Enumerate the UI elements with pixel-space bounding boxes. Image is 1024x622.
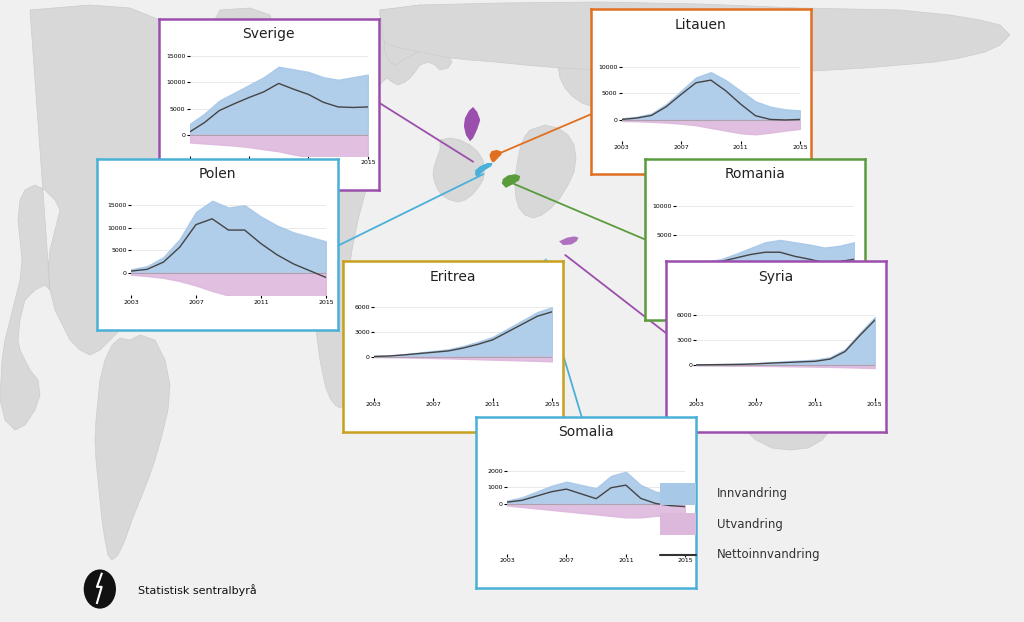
Polygon shape	[357, 48, 373, 70]
Polygon shape	[208, 8, 275, 58]
Polygon shape	[384, 8, 440, 65]
Text: Romania: Romania	[725, 167, 785, 181]
Polygon shape	[559, 236, 579, 245]
Polygon shape	[475, 163, 493, 177]
Polygon shape	[730, 368, 836, 450]
Polygon shape	[95, 335, 170, 560]
Text: Syria: Syria	[758, 270, 794, 284]
Polygon shape	[380, 2, 1010, 75]
Polygon shape	[761, 68, 778, 85]
Polygon shape	[489, 150, 502, 162]
Polygon shape	[433, 138, 485, 202]
Polygon shape	[558, 8, 820, 120]
Polygon shape	[464, 107, 480, 141]
Text: Eritrea: Eritrea	[430, 270, 476, 284]
Polygon shape	[262, 5, 460, 155]
Text: Utvandring: Utvandring	[717, 518, 782, 531]
Circle shape	[84, 570, 116, 608]
Polygon shape	[310, 135, 372, 408]
Polygon shape	[515, 125, 575, 218]
Polygon shape	[539, 258, 552, 286]
Polygon shape	[502, 174, 520, 188]
Text: Statistisk sentralbyrå: Statistisk sentralbyrå	[138, 583, 257, 596]
Text: Polen: Polen	[199, 167, 237, 181]
Text: Litauen: Litauen	[675, 17, 727, 32]
FancyBboxPatch shape	[660, 483, 696, 504]
Text: Somalia: Somalia	[558, 425, 614, 439]
FancyBboxPatch shape	[660, 513, 696, 535]
Polygon shape	[0, 5, 195, 430]
Text: Innvandring: Innvandring	[717, 487, 787, 500]
Text: Nettoinnvandring: Nettoinnvandring	[717, 548, 820, 561]
Text: Sverige: Sverige	[243, 27, 295, 41]
